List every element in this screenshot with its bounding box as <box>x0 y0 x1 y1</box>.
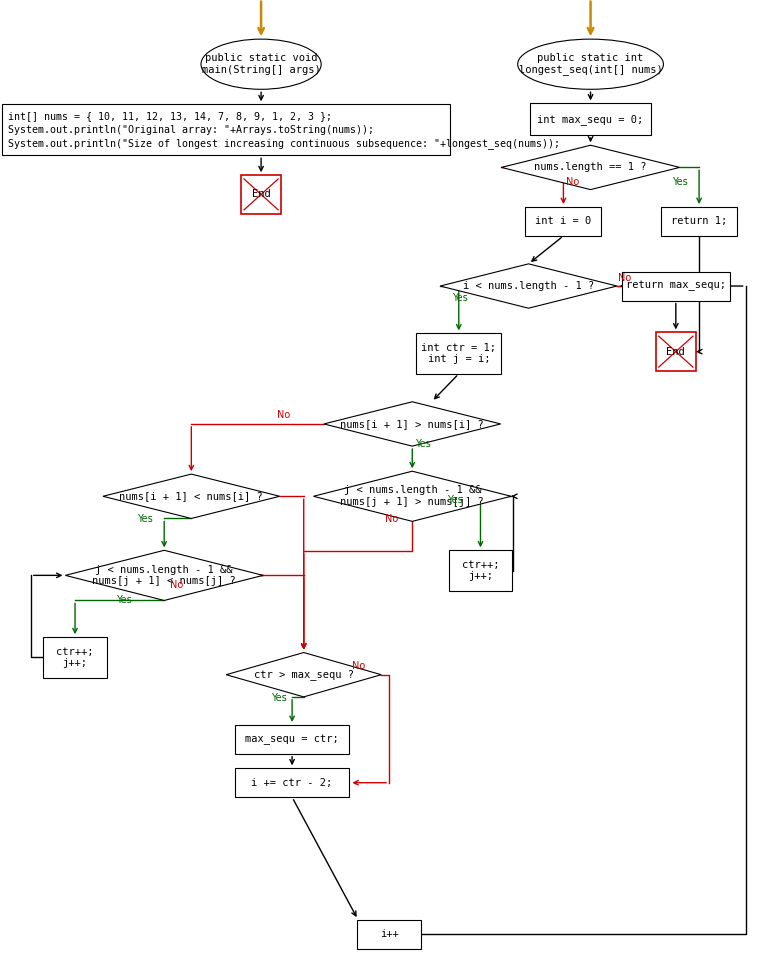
Text: return 1;: return 1; <box>671 217 727 227</box>
Text: No: No <box>619 274 632 283</box>
Text: System.out.println("Original array: "+Arrays.toString(nums));: System.out.println("Original array: "+Ar… <box>8 125 373 135</box>
Ellipse shape <box>201 39 321 89</box>
Bar <box>531 104 650 135</box>
Bar <box>235 725 349 754</box>
Text: No: No <box>566 177 579 187</box>
Text: int i = 0: int i = 0 <box>535 217 591 227</box>
Ellipse shape <box>517 39 664 89</box>
Polygon shape <box>440 264 617 308</box>
Text: Yes: Yes <box>447 495 463 505</box>
Text: Yes: Yes <box>137 514 152 525</box>
Text: No: No <box>352 660 365 671</box>
Text: nums[i + 1] > nums[i] ?: nums[i + 1] > nums[i] ? <box>341 419 484 429</box>
Text: nums.length == 1 ?: nums.length == 1 ? <box>534 162 647 172</box>
Bar <box>2 105 450 155</box>
Text: return max_sequ;: return max_sequ; <box>626 280 726 291</box>
Text: int ctr = 1;
int j = i;: int ctr = 1; int j = i; <box>421 343 496 364</box>
Text: int max_sequ = 0;: int max_sequ = 0; <box>538 113 643 125</box>
Bar <box>235 768 349 797</box>
Text: ctr++;
j++;: ctr++; j++; <box>461 560 499 581</box>
Text: max_sequ = ctr;: max_sequ = ctr; <box>245 734 339 744</box>
Text: public static int
longest_seq(int[] nums): public static int longest_seq(int[] nums… <box>519 53 662 75</box>
Polygon shape <box>65 550 263 601</box>
Text: ctr > max_sequ ?: ctr > max_sequ ? <box>254 669 354 680</box>
Text: j < nums.length - 1 &&
nums[j + 1] > nums[j] ?: j < nums.length - 1 && nums[j + 1] > num… <box>341 486 484 507</box>
Bar <box>656 332 696 371</box>
Text: No: No <box>170 580 184 590</box>
Text: ctr++;
j++;: ctr++; j++; <box>56 647 94 668</box>
Text: i++: i++ <box>380 929 398 939</box>
Text: End: End <box>252 190 271 199</box>
Text: Yes: Yes <box>452 293 468 304</box>
Text: nums[i + 1] < nums[i] ?: nums[i + 1] < nums[i] ? <box>120 491 263 501</box>
Bar <box>449 550 512 591</box>
Polygon shape <box>314 471 511 522</box>
Bar <box>241 175 281 214</box>
Text: Yes: Yes <box>415 439 430 449</box>
Text: i += ctr - 2;: i += ctr - 2; <box>251 778 333 787</box>
Text: End: End <box>667 347 685 357</box>
Text: public static void
main(String[] args): public static void main(String[] args) <box>202 54 321 75</box>
Bar <box>416 333 501 374</box>
Text: Yes: Yes <box>116 595 132 606</box>
Text: j < nums.length - 1 &&
nums[j + 1] < nums[j] ?: j < nums.length - 1 && nums[j + 1] < num… <box>93 565 236 586</box>
Bar <box>525 207 601 235</box>
Text: No: No <box>277 410 290 420</box>
Bar <box>44 637 107 678</box>
Text: i < nums.length - 1 ?: i < nums.length - 1 ? <box>463 281 594 291</box>
Text: Yes: Yes <box>672 177 688 187</box>
Polygon shape <box>324 402 500 446</box>
Bar <box>622 272 730 301</box>
Bar <box>357 919 421 949</box>
Bar <box>661 207 737 235</box>
Text: int[] nums = { 10, 11, 12, 13, 14, 7, 8, 9, 1, 2, 3 };: int[] nums = { 10, 11, 12, 13, 14, 7, 8,… <box>8 111 331 121</box>
Polygon shape <box>226 653 381 697</box>
Text: Yes: Yes <box>272 693 287 702</box>
Polygon shape <box>501 146 680 190</box>
Polygon shape <box>103 474 280 519</box>
Text: System.out.println("Size of longest increasing continuous subsequence: "+longest: System.out.println("Size of longest incr… <box>8 138 559 149</box>
Text: No: No <box>385 514 398 525</box>
